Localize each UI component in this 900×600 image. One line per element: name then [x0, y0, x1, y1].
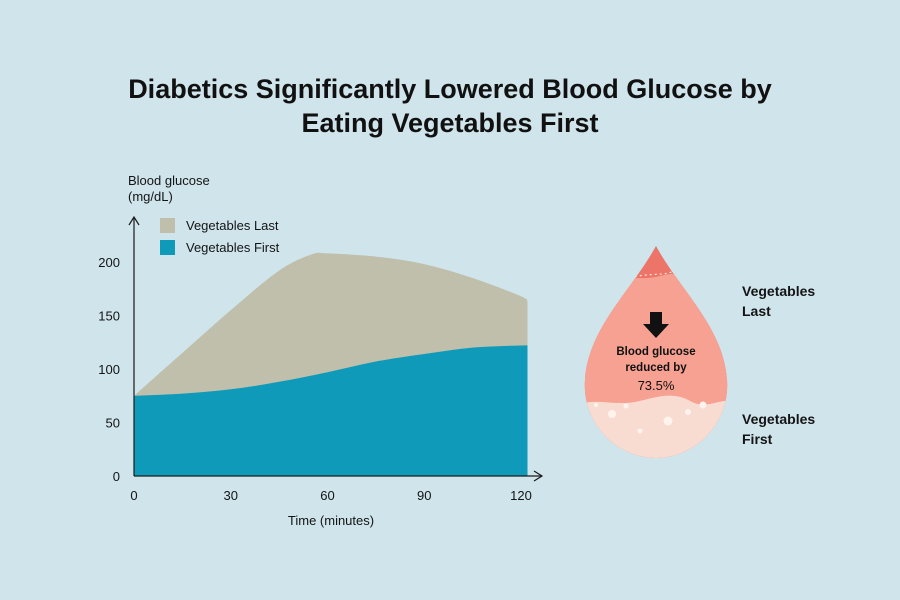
- drop-bottom-label-line-1: Vegetables: [742, 411, 815, 427]
- legend-label-vegetables-last: Vegetables Last: [186, 218, 279, 233]
- drop-text-line-2: reduced by: [625, 362, 687, 374]
- chart-title: Diabetics Significantly Lowered Blood Gl…: [0, 72, 900, 140]
- drop-text-line-1: Blood glucose: [616, 346, 695, 358]
- blood-drop-graphic: Blood glucose reduced by 73.5% Vegetable…: [584, 246, 815, 458]
- area-chart: 0 50 100 150 200 0 30 60 90 120 Blood glucose (m…: [98, 173, 544, 528]
- area-vegetables-first: [134, 345, 528, 476]
- x-tick-label: 120: [510, 488, 532, 503]
- y-tick-label: 100: [98, 362, 120, 377]
- x-axis-label: Time (minutes): [288, 513, 374, 528]
- x-tick-label: 0: [130, 488, 137, 503]
- bubble: [699, 401, 707, 409]
- y-tick-label: 0: [113, 469, 120, 484]
- legend-label-vegetables-first: Vegetables First: [186, 240, 280, 255]
- y-tick-label: 200: [98, 255, 120, 270]
- down-arrow-icon: [643, 312, 669, 338]
- legend: Vegetables Last Vegetables First: [160, 218, 280, 255]
- bubble: [594, 403, 598, 407]
- legend-swatch-vegetables-last: [160, 218, 175, 233]
- y-axis-label-line-1: Blood glucose: [128, 173, 210, 188]
- bubble: [685, 409, 691, 415]
- drop-top-label-line-1: Vegetables: [742, 283, 815, 299]
- bubble: [663, 416, 673, 426]
- y-axis-label-line-2: (mg/dL): [128, 189, 173, 204]
- bubble: [637, 428, 643, 434]
- x-tick-label: 60: [320, 488, 334, 503]
- title-line-2: Eating Vegetables First: [301, 108, 599, 138]
- drop-value: 73.5%: [638, 378, 675, 393]
- x-tick-label: 30: [224, 488, 238, 503]
- drop-bottom-label-line-2: First: [742, 431, 773, 447]
- y-axis-arrow: [128, 215, 140, 226]
- y-tick-label: 150: [98, 309, 120, 324]
- x-axis-arrow: [533, 470, 544, 482]
- bubble: [608, 410, 616, 418]
- x-tick-label: 90: [417, 488, 431, 503]
- y-tick-label: 50: [106, 416, 120, 431]
- legend-swatch-vegetables-first: [160, 240, 175, 255]
- plot-areas: [134, 252, 528, 476]
- y-tick-labels: 0 50 100 150 200: [98, 255, 120, 484]
- drop-top-label-line-2: Last: [742, 303, 771, 319]
- bubble: [623, 403, 629, 409]
- title-line-1: Diabetics Significantly Lowered Blood Gl…: [128, 74, 772, 104]
- x-tick-labels: 0 30 60 90 120: [130, 488, 531, 503]
